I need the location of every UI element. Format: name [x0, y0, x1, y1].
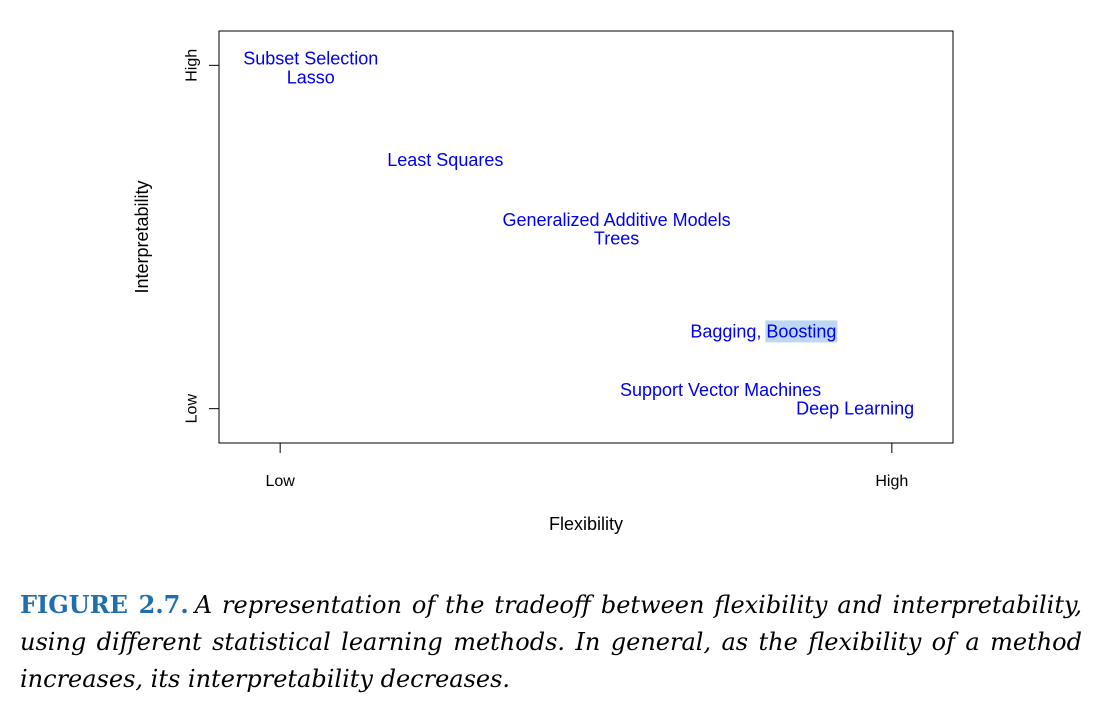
method-point: Lasso [287, 67, 335, 87]
method-point: Bagging, Boosting [690, 320, 838, 343]
y-axis-title: Interpretability [132, 180, 152, 293]
y-tick-label: High [184, 49, 201, 82]
x-tick-label: Low [265, 473, 295, 490]
method-point: Trees [594, 229, 639, 249]
x-tick-label: High [875, 473, 908, 490]
method-point: Support Vector Machines [620, 380, 821, 400]
y-axis: Low High [184, 49, 220, 423]
y-tick-label: Low [184, 394, 201, 424]
method-label: Trees [594, 229, 639, 249]
method-point: Generalized Additive Models [503, 210, 731, 230]
method-point: Least Squares [387, 150, 503, 170]
method-point: Deep Learning [796, 399, 914, 419]
method-label: Subset Selection [243, 48, 378, 68]
method-label: Deep Learning [796, 399, 914, 419]
method-point: Subset Selection [243, 48, 378, 68]
method-label: Support Vector Machines [620, 380, 821, 400]
method-label: Lasso [287, 67, 335, 87]
method-label: Least Squares [387, 150, 503, 170]
x-axis: Low High [265, 442, 908, 490]
x-axis-title: Flexibility [549, 514, 623, 534]
method-label: Generalized Additive Models [503, 210, 731, 230]
plot-frame [218, 30, 954, 444]
flexibility-interpretability-chart: Low High Low High Flexibility Interpretabi… [132, 30, 954, 534]
figure-caption-text: A representation of the tradeoff between… [20, 591, 1082, 693]
figure-caption: FIGURE 2.7. A representation of the trade… [20, 586, 1082, 698]
text-highlight [765, 320, 838, 343]
method-label: Bagging, Boosting [690, 321, 836, 341]
figure-caption-label: FIGURE 2.7. [20, 590, 189, 619]
